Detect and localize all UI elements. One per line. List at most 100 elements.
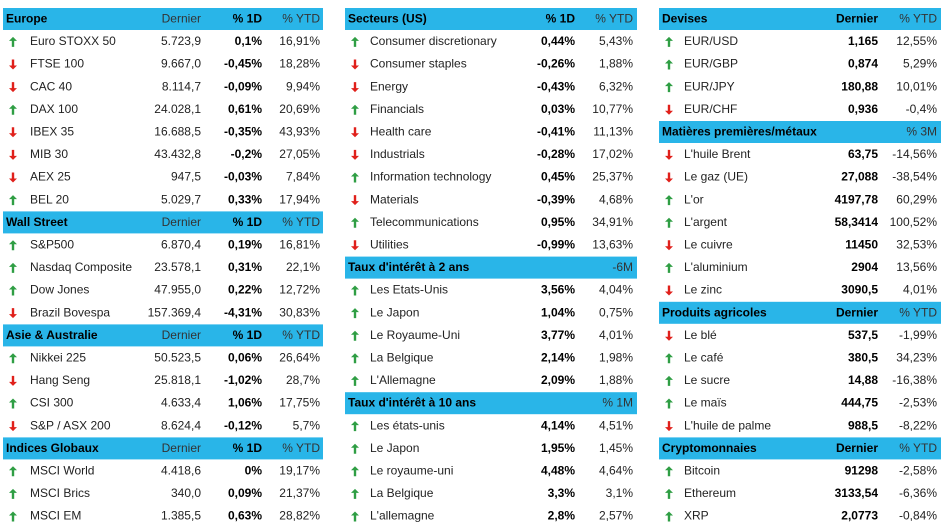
row-value: 988,5 [848, 418, 878, 432]
column-header: % YTD [899, 11, 937, 25]
panel-header [3, 211, 323, 234]
row-value: 63,75 [848, 147, 878, 161]
panel-title: Europe [6, 11, 48, 25]
row-value: 9.667,0 [161, 57, 201, 71]
row-value: 0,874 [848, 57, 878, 71]
row-name: L'huile Brent [684, 147, 751, 161]
column-header: Dernier [162, 328, 201, 342]
panel-title: Taux d'intérêt à 2 ans [348, 260, 470, 274]
row-name: CAC 40 [30, 79, 72, 93]
row-value: 157.369,4 [148, 305, 202, 319]
row-name: BEL 20 [30, 192, 69, 206]
row-name: FTSE 100 [30, 57, 84, 71]
arrow-up [665, 195, 673, 206]
row-value: -14,56% [892, 147, 937, 161]
row-value: 8.114,7 [162, 79, 201, 93]
row-value: 17,02% [592, 147, 633, 161]
row-name: Le maïs [684, 396, 727, 410]
row-value: 3133,54 [835, 486, 879, 500]
row-value: 28,7% [286, 373, 320, 387]
arrow-down [9, 59, 17, 70]
arrow-up [351, 330, 359, 341]
row-value: 4,48% [541, 463, 575, 477]
panel-title: Taux d'intérêt à 10 ans [348, 396, 476, 410]
arrow-up [351, 285, 359, 296]
row-name: Health care [370, 124, 432, 138]
arrow-down [351, 240, 359, 251]
row-value: -2,58% [899, 463, 937, 477]
row-name: Industrials [370, 147, 425, 161]
arrow-up [9, 195, 17, 206]
row-name: Materials [370, 192, 419, 206]
row-name: L'allemagne [370, 509, 435, 523]
arrow-up [9, 511, 17, 522]
row-name: Le sucre [684, 373, 730, 387]
arrow-up [665, 353, 673, 364]
row-name: L'aluminium [684, 260, 748, 274]
row-name: Le royaume-uni [370, 463, 453, 477]
row-value: 3,77% [541, 328, 575, 342]
arrow-up [9, 466, 17, 477]
row-name: Les Etats-Unis [370, 283, 448, 297]
row-name: Energy [370, 79, 408, 93]
row-value: 947,5 [171, 170, 201, 184]
arrow-down [665, 149, 673, 160]
row-value: 4.633,4 [161, 396, 201, 410]
row-value: 0,936 [848, 102, 878, 116]
row-name: EUR/USD [684, 34, 738, 48]
arrow-down [9, 82, 17, 93]
row-value: -38,54% [892, 170, 937, 184]
row-value: -1,99% [899, 328, 937, 342]
row-value: -0,84% [899, 509, 937, 523]
column-header: Dernier [836, 441, 878, 455]
row-value: 2,0773 [841, 509, 878, 523]
row-value: 1,98% [599, 350, 633, 364]
row-value: 0,1% [235, 34, 263, 48]
row-name: Le zinc [684, 283, 722, 297]
arrow-up [351, 443, 359, 454]
row-value: 4,14% [541, 418, 575, 432]
arrow-down [665, 330, 673, 341]
row-name: Information technology [370, 170, 491, 184]
row-value: -6,36% [899, 486, 937, 500]
arrow-up [9, 353, 17, 364]
row-value: 10,01% [896, 79, 937, 93]
row-value: -0,12% [224, 418, 262, 432]
panel-title: Matières premières/métaux [662, 124, 817, 138]
row-value: -0,45% [224, 57, 262, 71]
row-value: 25.818,1 [154, 373, 201, 387]
arrow-up [665, 217, 673, 228]
row-name: MSCI EM [30, 509, 81, 523]
panel-title: Indices Globaux [6, 441, 99, 455]
row-value: -0,26% [537, 57, 575, 71]
row-name: EUR/GBP [684, 57, 738, 71]
row-value: 43.432,8 [154, 147, 201, 161]
row-name: Consumer staples [370, 57, 467, 71]
row-value: 5,43% [599, 34, 633, 48]
column-header: % 1D [233, 441, 263, 455]
arrow-up [9, 262, 17, 273]
row-name: Nasdaq Composite [30, 260, 132, 274]
row-value: 19,17% [279, 463, 320, 477]
row-value: 1,95% [541, 441, 575, 455]
row-name: Le Japon [370, 305, 419, 319]
row-name: Financials [370, 102, 424, 116]
panel-title: Produits agricoles [662, 305, 767, 319]
row-name: MIB 30 [30, 147, 68, 161]
column-header: Dernier [162, 441, 201, 455]
row-name: Le Royaume-Uni [370, 328, 460, 342]
row-value: -2,53% [899, 396, 937, 410]
row-value: 0,44% [541, 34, 575, 48]
arrow-up [351, 217, 359, 228]
arrow-down [9, 308, 17, 319]
column-header: -6M [612, 260, 633, 274]
row-value: 5.723,9 [161, 34, 201, 48]
row-value: 0,06% [228, 350, 262, 364]
arrow-up [665, 59, 673, 70]
column-header: % YTD [282, 215, 320, 229]
arrow-down [665, 240, 673, 251]
row-name: La Belgique [370, 486, 434, 500]
column-header: % YTD [899, 441, 937, 455]
row-value: 0,03% [541, 102, 575, 116]
arrow-down [351, 127, 359, 138]
